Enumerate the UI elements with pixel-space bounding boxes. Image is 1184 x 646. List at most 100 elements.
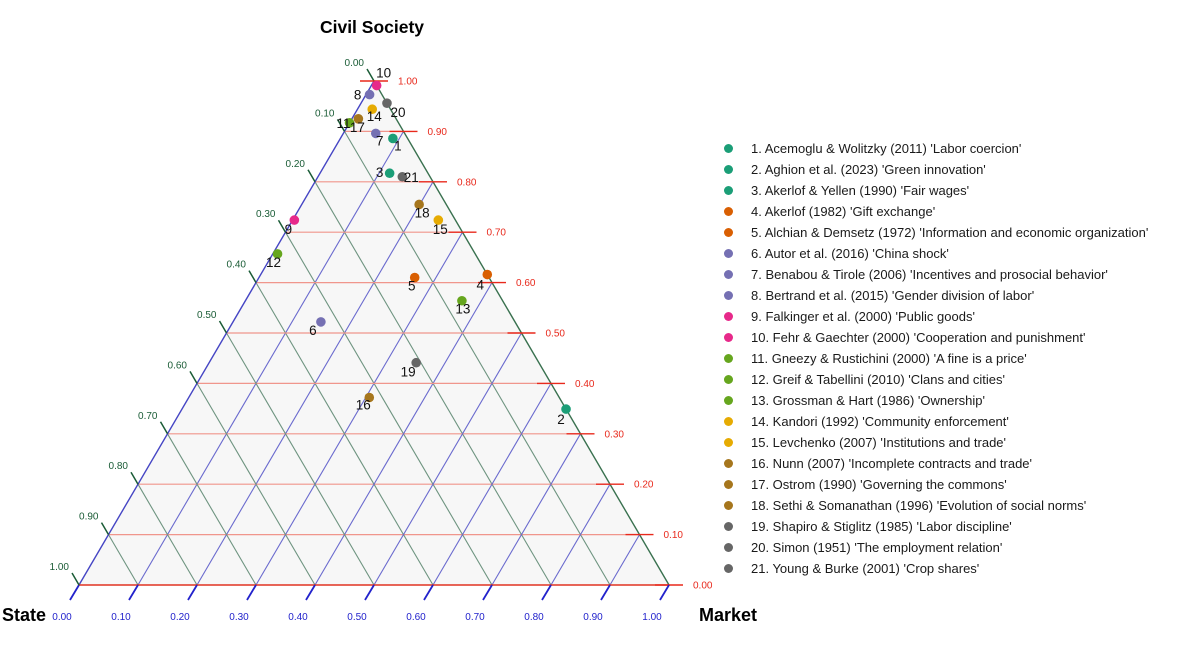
data-point-number: 2	[557, 412, 565, 427]
data-point	[482, 269, 493, 280]
tick-market	[364, 584, 375, 601]
tick-label-state: 0.60	[168, 360, 188, 371]
data-point	[382, 98, 392, 108]
data-point-number: 4	[477, 278, 485, 293]
gridline-market	[609, 534, 640, 586]
data-point-number: 14	[367, 109, 383, 124]
tick-label-state: 0.10	[315, 108, 335, 119]
tick-label-civil: 0.20	[634, 480, 654, 491]
gridline-state	[196, 383, 316, 586]
data-point	[364, 89, 375, 100]
tick-label-market: 0.30	[229, 612, 249, 623]
data-point-number: 11	[337, 116, 351, 131]
tick-label-state: 0.20	[286, 159, 306, 170]
axis-label-civil-society: Civil Society	[319, 17, 425, 37]
data-point	[353, 114, 364, 124]
legend-item: 3. Akerlof & Yellen (1990) 'Fair wages'	[724, 180, 1148, 201]
tick-state	[100, 522, 110, 535]
legend-item: 18. Sethi & Somanathan (1996) 'Evolution…	[724, 495, 1148, 516]
legend-item: 8. Bertrand et al. (2015) 'Gender divisi…	[724, 285, 1148, 306]
legend-item-label: 12. Greif & Tabellini (2010) 'Clans and …	[751, 372, 1006, 387]
data-point-number: 13	[455, 302, 470, 317]
tick-label-civil: 0.40	[575, 379, 595, 390]
legend-item: 6. Autor et al. (2016) 'China shock'	[724, 243, 1148, 264]
legend: 1. Acemoglu & Wolitzky (2011) 'Labor coe…	[724, 138, 1148, 579]
tick-state	[189, 371, 198, 384]
tick-label-market: 1.00	[642, 612, 662, 623]
legend-dot-icon	[724, 396, 733, 405]
data-point	[409, 272, 420, 283]
tick-market	[541, 584, 552, 601]
data-point-number: 21	[404, 170, 419, 185]
tick-label-state: 1.00	[50, 562, 70, 573]
tick-label-state: 0.50	[197, 310, 217, 321]
tick-label-market: 0.80	[524, 612, 544, 623]
tick-label-market: 0.50	[347, 612, 367, 623]
legend-dot-icon	[724, 270, 733, 279]
legend-dot-icon	[724, 564, 733, 573]
data-point	[397, 171, 408, 182]
tick-label-state: 0.70	[138, 411, 158, 422]
data-point	[370, 128, 381, 139]
tick-label-civil: 0.50	[546, 329, 566, 340]
axis-label-state: State	[2, 605, 47, 625]
legend-item: 9. Falkinger et al. (2000) 'Public goods…	[724, 306, 1148, 327]
legend-item: 13. Grossman & Hart (1986) 'Ownership'	[724, 390, 1148, 411]
legend-item-label: 19. Shapiro & Stiglitz (1985) 'Labor dis…	[751, 519, 1012, 534]
tick-label-state: 0.00	[345, 58, 365, 69]
tick-label-civil: 1.00	[398, 77, 418, 88]
legend-item: 17. Ostrom (1990) 'Governing the commons…	[724, 474, 1148, 495]
data-point	[561, 404, 571, 414]
legend-item: 5. Alchian & Demsetz (1972) 'Information…	[724, 222, 1148, 243]
legend-dot-icon	[724, 417, 733, 426]
legend-dot-icon	[724, 291, 733, 300]
legend-item-label: 2. Aghion et al. (2023) 'Green innovatio…	[751, 162, 986, 177]
legend-dot-icon	[724, 207, 733, 216]
legend-dot-icon	[724, 375, 733, 384]
tick-label-civil: 0.60	[516, 278, 536, 289]
legend-item-label: 9. Falkinger et al. (2000) 'Public goods…	[751, 309, 975, 324]
legend-dot-icon	[724, 312, 733, 321]
legend-item: 1. Acemoglu & Wolitzky (2011) 'Labor coe…	[724, 138, 1148, 159]
legend-item: 12. Greif & Tabellini (2010) 'Clans and …	[724, 369, 1148, 390]
legend-item-label: 14. Kandori (1992) 'Community enforcemen…	[751, 414, 1009, 429]
data-point-number: 20	[390, 105, 405, 120]
data-point-number: 19	[401, 365, 416, 380]
legend-item-label: 7. Benabou & Tirole (2006) 'Incentives a…	[751, 267, 1108, 282]
data-point	[414, 199, 424, 210]
tick-market	[600, 584, 611, 601]
axis-label-market: Market	[699, 605, 758, 625]
data-point-number: 18	[415, 205, 430, 220]
tick-state	[218, 320, 228, 334]
data-point-number: 17	[350, 120, 365, 135]
tick-label-market: 0.60	[406, 612, 426, 623]
data-point	[289, 215, 300, 225]
legend-dot-icon	[724, 249, 733, 258]
data-point-number: 7	[376, 133, 384, 148]
gridline-state	[167, 433, 257, 586]
data-point-number: 9	[285, 222, 293, 237]
tick-state	[307, 169, 316, 183]
tick-label-civil: 0.30	[605, 429, 625, 440]
data-point-number: 8	[354, 88, 362, 103]
tick-state	[159, 421, 169, 435]
legend-dot-icon	[724, 144, 733, 153]
data-point-number: 15	[433, 222, 448, 237]
tick-label-market: 0.00	[52, 612, 72, 623]
gridline-market	[550, 483, 611, 586]
data-point	[384, 168, 395, 179]
gridline-market	[432, 383, 552, 586]
gridline-market	[491, 433, 581, 586]
legend-item: 19. Shapiro & Stiglitz (1985) 'Labor dis…	[724, 516, 1148, 537]
tick-label-market: 0.10	[111, 612, 131, 623]
legend-item-label: 8. Bertrand et al. (2015) 'Gender divisi…	[751, 288, 1035, 303]
tick-label-market: 0.70	[465, 612, 485, 623]
data-point-number: 1	[394, 138, 402, 153]
gridline-state	[137, 483, 198, 586]
legend-item-label: 16. Nunn (2007) 'Incomplete contracts an…	[751, 456, 1033, 471]
gridline-state	[285, 231, 493, 586]
data-point	[344, 118, 355, 128]
legend-dot-icon	[724, 522, 733, 531]
tick-market	[246, 584, 257, 601]
